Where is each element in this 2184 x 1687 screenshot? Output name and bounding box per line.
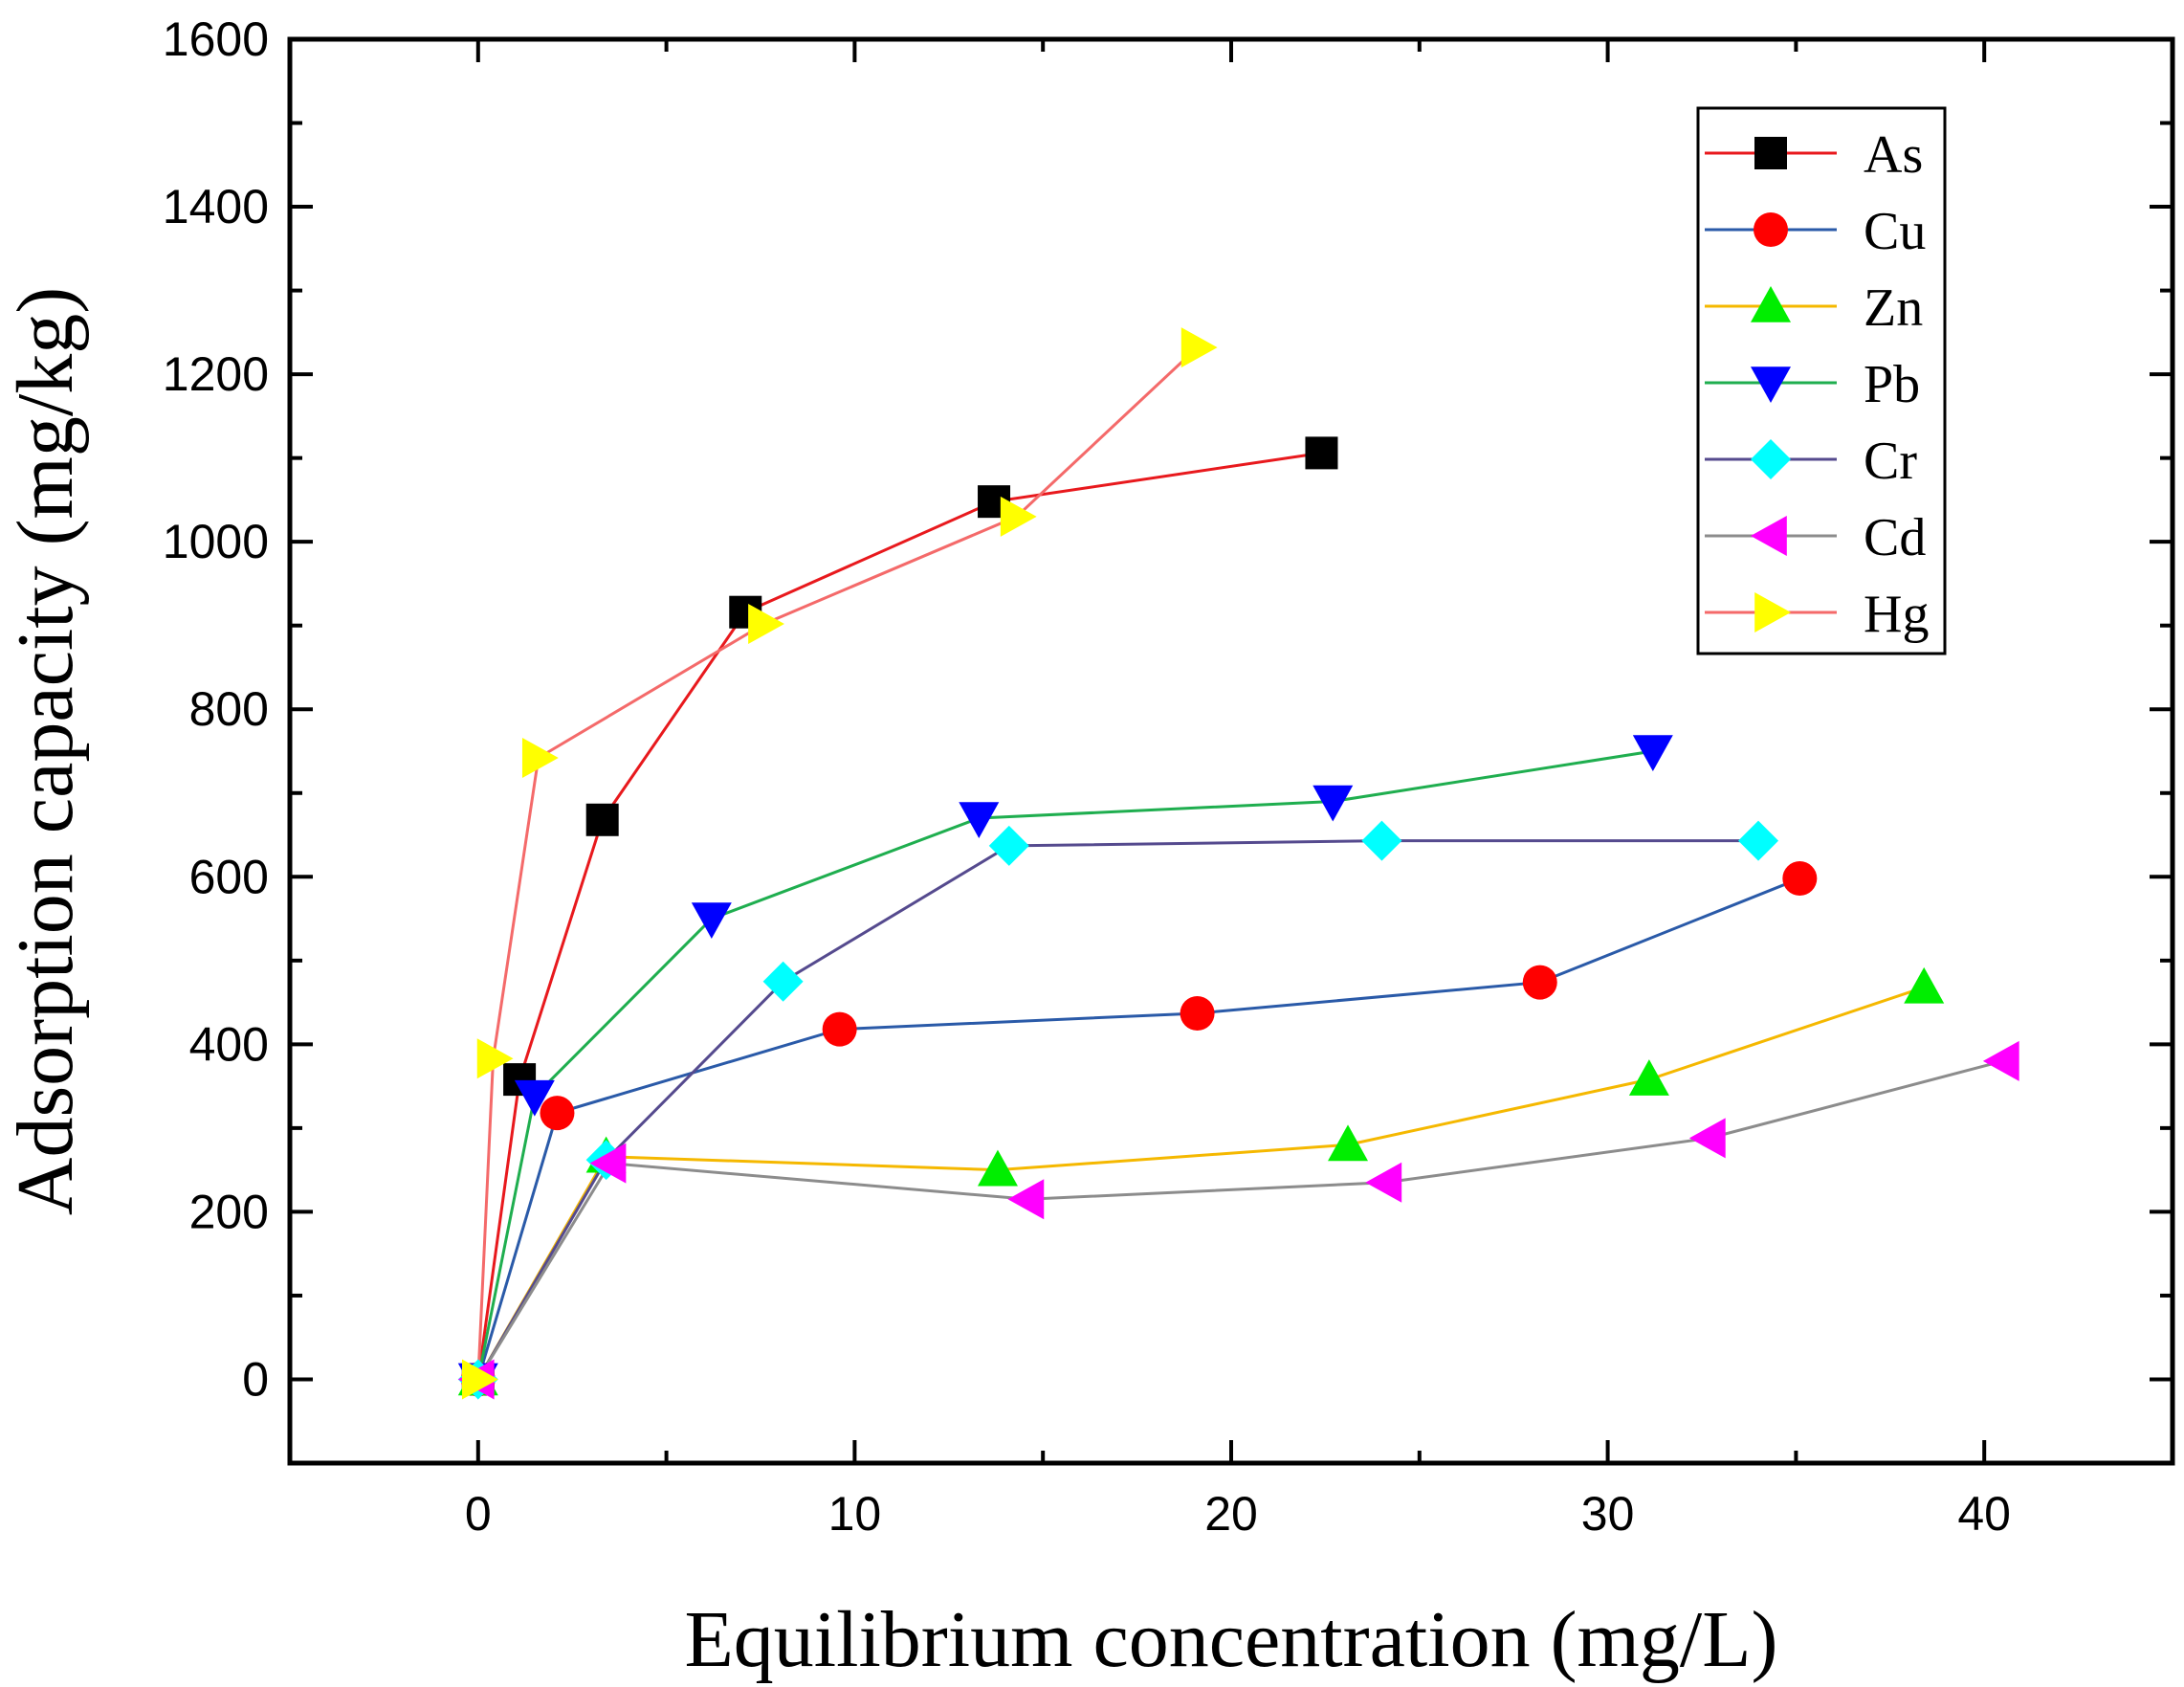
data-point-zn	[1328, 1124, 1369, 1162]
series-line-cr	[476, 839, 1759, 1381]
legend-marker-hg	[1754, 592, 1791, 633]
data-point-cr	[762, 961, 804, 1002]
x-axis-title: Equilibrium concentration (mg/L)	[684, 1595, 1777, 1684]
data-point-hg	[476, 1038, 514, 1079]
data-point-cr	[1361, 820, 1402, 861]
y-tick-label: 600	[189, 850, 269, 903]
x-tick-label: 30	[1581, 1487, 1635, 1541]
series-markers	[457, 327, 2019, 1400]
data-point-cu	[540, 1096, 575, 1131]
data-point-pb	[514, 1079, 555, 1117]
data-point-hg	[1000, 496, 1037, 537]
series-line-as	[476, 451, 1322, 1380]
legend-marker-as	[1754, 137, 1787, 169]
data-point-zn	[1628, 1059, 1669, 1096]
data-point-cu	[1180, 995, 1215, 1031]
legend-label-cr: Cr	[1864, 432, 1917, 491]
x-tick-label: 20	[1204, 1487, 1258, 1541]
legend-marker-cu	[1754, 212, 1788, 247]
y-tick-label: 0	[242, 1352, 269, 1406]
series-line-cd	[476, 1059, 2004, 1381]
series-lines	[476, 346, 2004, 1381]
y-tick-label: 1400	[163, 180, 269, 233]
data-point-as	[1305, 436, 1338, 470]
data-point-cu	[822, 1011, 857, 1047]
data-point-cu	[1782, 861, 1818, 897]
y-tick-label: 1000	[163, 515, 269, 568]
legend-marker-cd	[1751, 516, 1787, 556]
legend-box	[1696, 106, 1947, 655]
data-point-hg	[1180, 327, 1218, 368]
legend-label-cu: Cu	[1864, 202, 1926, 261]
series-line-cu	[476, 877, 1800, 1380]
x-tick-label: 0	[465, 1487, 492, 1541]
y-tick-label: 400	[189, 1017, 269, 1071]
data-point-pb	[959, 802, 1000, 839]
legend-label-zn: Zn	[1864, 278, 1923, 338]
data-point-cd	[1007, 1179, 1045, 1220]
legend-marker-zn	[1751, 286, 1791, 322]
legend-marker-pb	[1751, 366, 1791, 403]
data-point-cr	[988, 825, 1029, 866]
x-tick-label: 40	[1957, 1487, 2011, 1541]
data-point-pb	[691, 902, 732, 940]
data-point-cr	[1738, 820, 1779, 861]
data-point-hg	[748, 603, 784, 644]
data-point-as	[585, 803, 619, 836]
legend-label-as: As	[1864, 125, 1923, 185]
legend: As Cu Zn Pb Cr Cd Hg	[1696, 106, 1947, 655]
data-point-hg	[521, 738, 559, 779]
data-point-cd	[589, 1143, 627, 1184]
y-axis-title: Adsorption capacity (mg/kg)	[1, 287, 90, 1215]
series-line-hg	[476, 346, 1199, 1380]
data-point-pb	[1632, 735, 1673, 771]
legend-marker-cr	[1751, 439, 1791, 479]
y-tick-label: 1200	[163, 347, 269, 401]
legend-label-hg: Hg	[1864, 585, 1929, 644]
series-line-pb	[476, 749, 1654, 1380]
data-point-cd	[1688, 1118, 1726, 1159]
x-tick-label: 10	[828, 1487, 882, 1541]
data-point-cu	[1522, 965, 1557, 1000]
data-point-zn	[1904, 966, 1945, 1004]
data-point-zn	[977, 1149, 1018, 1187]
data-point-cd	[1982, 1040, 2019, 1081]
legend-label-pb: Pb	[1864, 355, 1920, 414]
y-tick-label: 1600	[163, 12, 269, 66]
y-tick-label: 200	[189, 1185, 269, 1238]
data-point-hg	[462, 1359, 498, 1400]
y-tick-label: 800	[189, 682, 269, 736]
data-point-pb	[1313, 785, 1354, 822]
series-line-zn	[476, 986, 1925, 1381]
data-point-cd	[1365, 1162, 1402, 1203]
legend-label-cd: Cd	[1864, 508, 1926, 567]
